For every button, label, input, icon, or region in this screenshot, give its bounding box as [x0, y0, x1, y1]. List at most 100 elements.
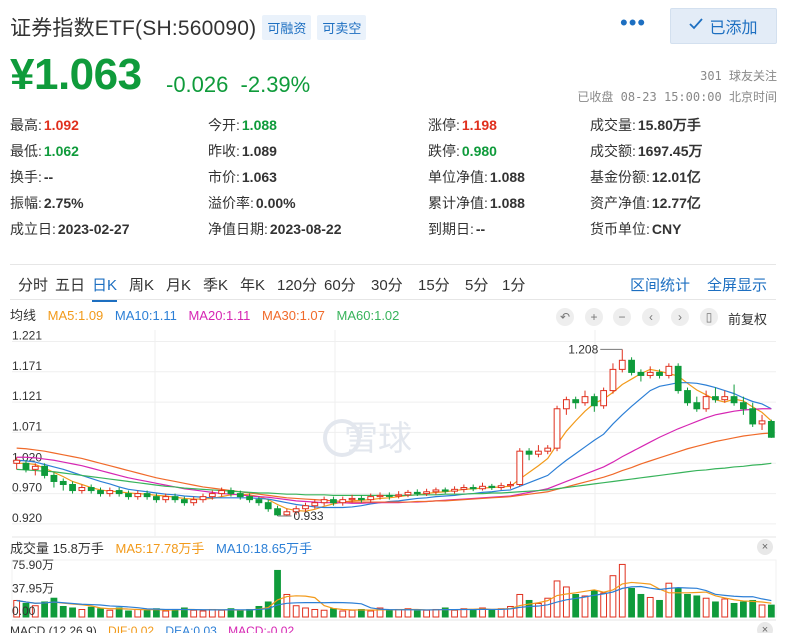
- quote-value: 0.980: [461, 143, 497, 159]
- volume-bar: [581, 595, 589, 618]
- margin-tag[interactable]: 可融资: [262, 14, 312, 40]
- added-button[interactable]: 已添加: [670, 8, 777, 44]
- pan-right-icon[interactable]: ›: [671, 308, 689, 326]
- candle-body: [236, 493, 244, 498]
- candle-body: [432, 489, 440, 493]
- tab-11[interactable]: 5分: [465, 277, 489, 294]
- quote-value: 12.01亿: [651, 169, 701, 185]
- volume-bar: [376, 607, 384, 618]
- ma-label[interactable]: 均线: [10, 308, 37, 323]
- candle-body: [13, 459, 21, 464]
- adjust-mode[interactable]: 前复权: [728, 312, 768, 327]
- volume-bar: [544, 597, 552, 618]
- volume-bar: [264, 601, 272, 618]
- candle-body: [600, 390, 608, 407]
- short-tag[interactable]: 可卖空: [317, 14, 367, 40]
- quote-label: 今开:: [208, 117, 240, 133]
- quote-cell: 市价: 1.063: [208, 167, 277, 187]
- zoom-in-icon[interactable]: +: [585, 308, 603, 326]
- volume-bar: [432, 608, 440, 618]
- reset-icon[interactable]: ↶: [556, 308, 574, 326]
- ma5-line: [16, 368, 772, 512]
- tab-3[interactable]: 周K: [129, 277, 155, 294]
- volume-bar: [190, 609, 198, 618]
- candle-body: [97, 490, 104, 495]
- macd-label: MACD (12,26,9): [10, 624, 97, 633]
- follower-count[interactable]: 301 球友关注: [700, 69, 777, 83]
- ma30-line: [16, 432, 772, 503]
- tab-0[interactable]: 分时: [18, 277, 49, 294]
- quote-label: 换手:: [10, 169, 42, 185]
- volume-bar: [469, 608, 477, 618]
- volume-bar: [385, 609, 393, 618]
- volume-bar: [413, 610, 421, 618]
- volume-tick-label: 0.00: [12, 604, 36, 618]
- candle-body: [134, 493, 142, 498]
- quote-cell: 累计净值: 1.088: [428, 193, 525, 213]
- low-label: 0.933: [294, 509, 324, 523]
- ma20-line: [16, 408, 772, 504]
- volume-bar: [441, 607, 449, 618]
- volume-bar: [702, 597, 710, 618]
- candle-body: [190, 499, 198, 504]
- quote-label: 溢价率:: [208, 195, 254, 211]
- change-value: -0.026: [166, 72, 229, 97]
- volume-bar: [143, 609, 151, 618]
- volume-bar: [618, 563, 626, 618]
- candle-body: [544, 447, 552, 452]
- candle-body: [302, 505, 309, 510]
- candle-body: [712, 396, 719, 401]
- candle-body: [423, 491, 430, 495]
- quote-cell: 最高: 1.092: [10, 115, 79, 135]
- tab-4[interactable]: 月K: [166, 277, 192, 294]
- candle-body: [125, 493, 132, 498]
- volume-bar: [665, 582, 673, 618]
- volume-bar: [423, 609, 430, 618]
- candle-body: [646, 371, 654, 376]
- lock-icon[interactable]: ▯: [700, 308, 718, 326]
- tab-7[interactable]: 120分: [277, 277, 318, 294]
- candle-body: [69, 484, 76, 492]
- volume-bar: [87, 606, 95, 618]
- fullscreen-link[interactable]: 全屏显示: [707, 277, 768, 294]
- volume-bar: [339, 610, 347, 618]
- change-percent: -2.39%: [240, 72, 311, 97]
- candle-body: [143, 493, 151, 498]
- volume-bar: [246, 608, 253, 618]
- quote-label: 资产净值:: [590, 195, 650, 211]
- candle-body: [255, 499, 263, 504]
- quote-cell: 成交量: 15.80万手: [590, 115, 701, 135]
- range-stats-link[interactable]: 区间统计: [630, 277, 691, 294]
- volume-bar: [78, 608, 86, 618]
- quote-value: --: [475, 221, 486, 237]
- volume-bar: [22, 602, 30, 618]
- tab-12[interactable]: 1分: [502, 277, 526, 294]
- pan-left-icon[interactable]: ‹: [642, 308, 660, 326]
- close-volume-icon[interactable]: ×: [757, 539, 773, 555]
- quote-cell: 涨停: 1.198: [428, 115, 497, 135]
- ma60-label: MA60:1.02: [336, 308, 400, 323]
- quote-label: 最高:: [10, 117, 42, 133]
- quote-value: 2.75%: [43, 195, 84, 211]
- more-icon[interactable]: •••: [620, 10, 647, 35]
- quote-cell: 货币单位: CNY: [590, 219, 681, 239]
- candle-body: [171, 496, 179, 501]
- tab-5[interactable]: 季K: [203, 277, 229, 294]
- tab-1[interactable]: 五日: [55, 277, 86, 294]
- tab-2[interactable]: 日K: [92, 274, 118, 302]
- candle-body: [31, 465, 39, 470]
- tab-6[interactable]: 年K: [240, 277, 266, 294]
- candle-body: [674, 365, 682, 392]
- tab-10[interactable]: 15分: [418, 277, 450, 294]
- tab-9[interactable]: 30分: [371, 277, 403, 294]
- candle-body: [311, 502, 319, 507]
- dea-label: DEA:0.03: [165, 624, 217, 633]
- tab-8[interactable]: 60分: [324, 277, 356, 294]
- candle-body: [693, 402, 701, 410]
- zoom-out-icon[interactable]: −: [613, 308, 631, 326]
- quote-cell: 昨收: 1.089: [208, 141, 277, 161]
- quote-label: 跌停:: [428, 143, 460, 159]
- close-macd-icon[interactable]: ×: [757, 622, 773, 633]
